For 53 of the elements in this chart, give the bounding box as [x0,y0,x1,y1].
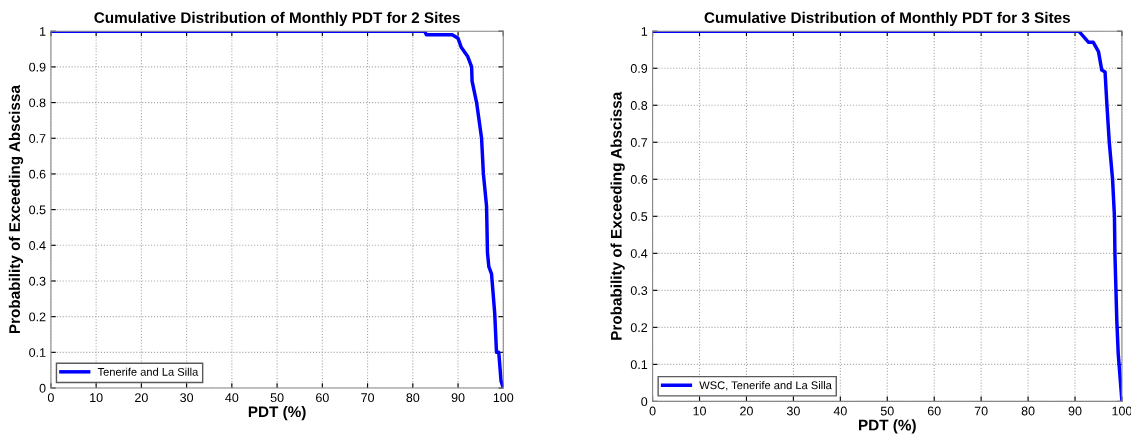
y-tick-label: 1 [40,27,46,36]
y-tick-label: 0.2 [29,312,46,322]
x-tick-label: 20 [135,393,148,403]
y-tick-label: 0.7 [29,134,46,143]
y-tick-label: 0.1 [29,348,46,357]
x-tick-label: 60 [316,393,329,403]
x-tick-label: 30 [786,406,800,416]
x-tick-label: 80 [406,393,420,403]
x-tick-label: 0 [649,406,656,416]
x-axis-title: PDT (%) [248,405,306,421]
x-tick-label: 90 [1068,406,1082,416]
x-tick-label: 70 [361,393,375,403]
y-tick-label: 0.6 [630,175,648,184]
x-tick-label: 40 [225,393,239,403]
chart-title: Cumulative Distribution of Monthly PDT for 3 Sites [704,11,1070,27]
y-tick-label: 0.5 [630,212,648,221]
y-tick-label: 0.3 [29,276,46,286]
x-tick-label: 90 [451,393,465,403]
y-tick-label: 0.1 [630,360,648,370]
x-tick-label: 80 [1021,406,1035,416]
x-tick-label: 50 [880,406,894,416]
x-tick-label: 60 [927,406,941,416]
y-tick-label: 0.8 [29,98,46,108]
y-tick-label: 0.9 [630,64,648,73]
y-tick-label: 0.2 [630,323,648,333]
x-tick-label: 30 [180,393,194,403]
y-tick-label: 0.7 [630,138,648,147]
x-tick-label: 10 [90,393,103,403]
x-tick-label: 70 [974,406,988,416]
line-series [50,31,504,389]
chart-title: Cumulative Distribution of Monthly PDT for 2 Sites [94,11,460,27]
y-tick-label: 0.6 [29,169,46,179]
x-tick-label: 100 [493,393,514,403]
y-tick-label: 0.9 [29,62,46,72]
y-tick-label: 0.3 [630,286,648,295]
y-axis-title: Probability of Exceeding Abscissa [8,84,24,334]
x-tick-label: 0 [47,393,54,403]
legend-label: WSC, Tenerife and La Silla [699,381,832,391]
y-axis-title: Probability of Exceeding Abscissa [610,91,625,340]
x-tick-label: 10 [693,406,706,416]
y-tick-label: 0.5 [29,205,46,215]
x-tick-label: 40 [833,406,847,416]
x-tick-label: 50 [270,393,284,403]
y-tick-label: 0.4 [29,241,46,250]
x-axis-title: PDT (%) [859,419,916,434]
y-tick-label: 0 [39,383,46,393]
y-tick-label: 0.8 [630,101,648,110]
line-series [652,31,1122,402]
x-tick-label: 100 [1112,406,1131,416]
y-tick-label: 0.4 [630,249,648,258]
x-tick-label: 20 [740,406,753,416]
legend-label: Tenerife and La Silla [97,367,199,376]
y-tick-label: 1 [641,27,648,36]
